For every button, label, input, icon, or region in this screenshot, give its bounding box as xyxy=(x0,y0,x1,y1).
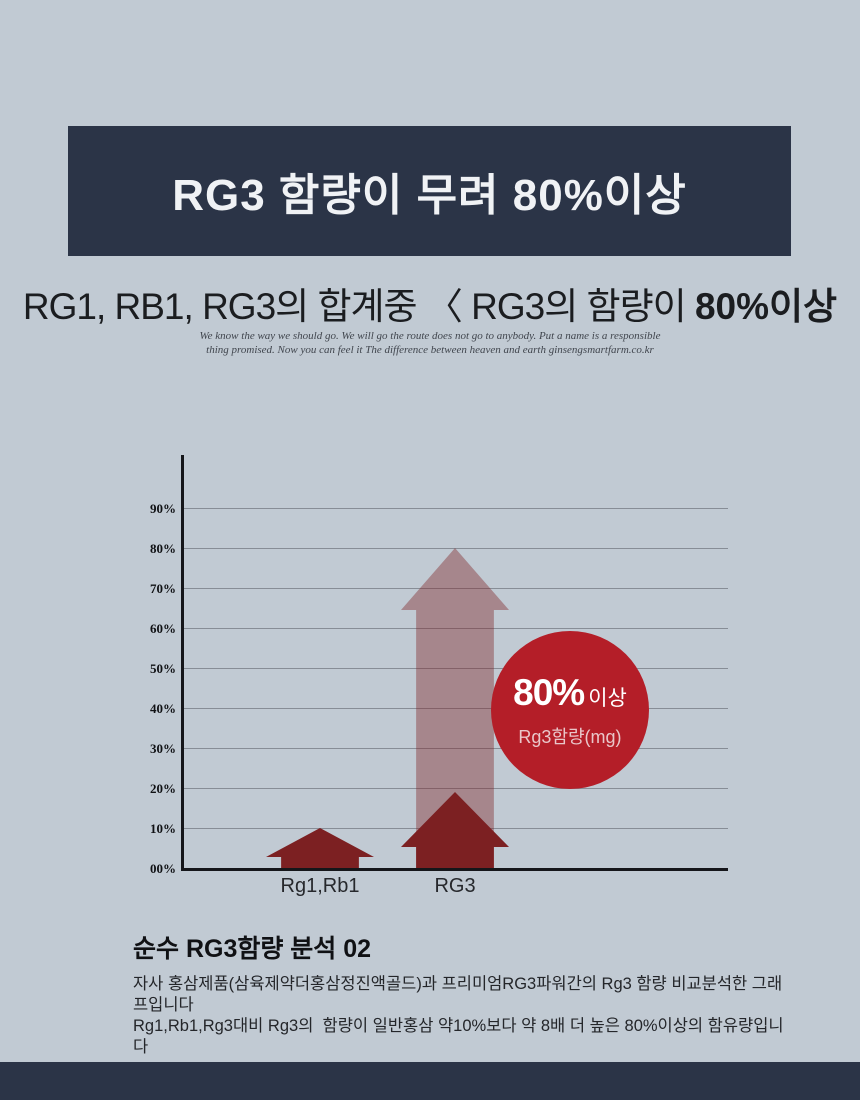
badge-label: Rg3함량(mg) xyxy=(518,726,622,747)
y-tick-label: 80% xyxy=(150,541,176,556)
caption-block: 순수 RG3함량 분석 02 자사 홍삼제품(삼육제약더홍삼정진액골드)과 프리… xyxy=(133,929,793,1058)
gridline xyxy=(184,788,728,789)
y-tick-label: 20% xyxy=(150,781,176,796)
y-tick-label: 00% xyxy=(150,861,176,876)
subtitle-strong: 80%이상 xyxy=(694,286,838,327)
header-title: RG3 함량이 무려 80%이상 xyxy=(172,171,687,220)
y-tick-label: 60% xyxy=(150,621,176,636)
arrow-bar-rg1-rb1 xyxy=(266,828,374,868)
gridline xyxy=(184,668,728,669)
gridline xyxy=(184,508,728,509)
y-tick-label: 10% xyxy=(150,821,176,836)
tagline-line1: We know the way we should go. We will go… xyxy=(199,330,661,342)
y-tick-label: 90% xyxy=(150,501,176,516)
gridline xyxy=(184,588,728,589)
subtitle: RG1, RB1, RG3의 합계중 〈 RG3의 함량이 80%이상 xyxy=(0,276,860,330)
caption-heading: 순수 RG3함량 분석 02 xyxy=(133,935,372,963)
tagline: We know the way we should go. We will go… xyxy=(0,330,860,357)
footer-bar xyxy=(0,1062,860,1100)
gridline xyxy=(184,628,728,629)
x-axis-line xyxy=(181,868,728,871)
y-axis-line xyxy=(181,455,184,871)
subtitle-normal: RG1, RB1, RG3의 합계중 〈 RG3의 함량이 xyxy=(22,286,695,327)
badge-suffix: 이상 xyxy=(588,686,627,710)
gridline xyxy=(184,548,728,549)
y-tick-label: 40% xyxy=(150,701,176,716)
badge-value-line: 80% 이상 xyxy=(513,672,627,714)
caption-line2: Rg1,Rb1,Rg3대비 Rg3의 함량이 일반홍삼 약10%보다 약 8배 … xyxy=(133,1017,784,1056)
gridline xyxy=(184,708,728,709)
y-tick-label: 70% xyxy=(150,581,176,596)
badge-value: 80% xyxy=(513,671,585,713)
gridline xyxy=(184,748,728,749)
caption-line1: 자사 홍삼제품(삼육제약더홍삼정진액골드)과 프리미엄RG3파워간의 Rg3 함… xyxy=(133,975,783,1014)
tagline-line2: thing promised. Now you can feel it The … xyxy=(206,343,654,356)
header-banner: RG3 함량이 무려 80%이상 xyxy=(68,126,791,256)
x-category-label: RG3 xyxy=(434,875,476,897)
y-tick-label: 30% xyxy=(150,741,176,756)
highlight-badge: 80% 이상 Rg3함량(mg) xyxy=(491,631,649,789)
y-tick-label: 50% xyxy=(150,661,176,676)
x-category-label: Rg1,Rb1 xyxy=(280,875,360,897)
